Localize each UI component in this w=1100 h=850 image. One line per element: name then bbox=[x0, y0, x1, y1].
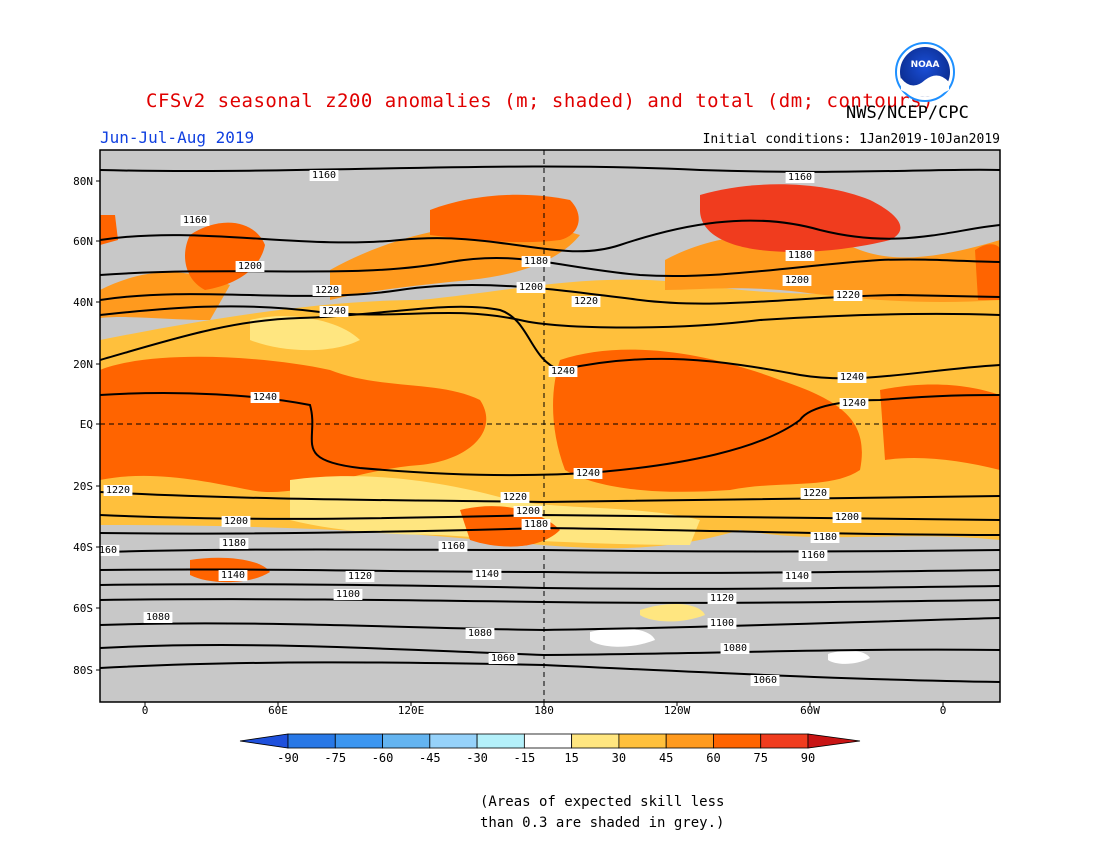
contour-label: 160 bbox=[99, 545, 117, 556]
map-title: CFSv2 seasonal z200 anomalies (m; shaded… bbox=[146, 90, 934, 112]
latitude-label: 60S bbox=[73, 602, 93, 615]
contour-label: 1240 bbox=[840, 372, 864, 383]
longitude-label: 180 bbox=[534, 704, 554, 717]
contour-label: 1100 bbox=[336, 589, 360, 600]
skill-note-line-1: (Areas of expected skill less bbox=[480, 794, 725, 810]
longitude-label: 60E bbox=[268, 704, 288, 717]
contour-label: 1180 bbox=[813, 532, 837, 543]
contour-label: 1120 bbox=[348, 571, 372, 582]
map-grid bbox=[100, 150, 1000, 702]
noaa-logo: NOAA bbox=[895, 42, 955, 102]
latitude-label: 40S bbox=[73, 541, 93, 554]
contour-label: 1160 bbox=[312, 170, 336, 181]
colorbar-swatch bbox=[476, 733, 525, 749]
skill-note: (Areas of expected skill less than 0.3 a… bbox=[480, 792, 724, 834]
latitude-label: 20S bbox=[73, 480, 93, 493]
contour-label: 1060 bbox=[753, 675, 777, 686]
contour-label: 1160 bbox=[183, 215, 207, 226]
colorbar-swatch bbox=[382, 733, 431, 749]
colorbar: -90 -75 -60 -45 -30 -15 15 30 45 60 75 90 bbox=[239, 733, 861, 765]
colorbar-tick-label: -75 bbox=[324, 751, 346, 765]
contour-label: 1240 bbox=[576, 468, 600, 479]
contour-label: 1180 bbox=[788, 250, 812, 261]
contour-label: 1080 bbox=[723, 643, 747, 654]
colorbar-right-arrow bbox=[807, 733, 861, 749]
contour-label: 1080 bbox=[468, 628, 492, 639]
contour-label: 1240 bbox=[253, 392, 277, 403]
contour-label: 1080 bbox=[146, 612, 170, 623]
skill-note-line-2: than 0.3 are shaded in grey.) bbox=[480, 815, 725, 831]
contour-label: 1160 bbox=[788, 172, 812, 183]
contour-label: 1240 bbox=[322, 306, 346, 317]
contour-label: 1180 bbox=[524, 519, 548, 530]
colorbar-left-arrow bbox=[239, 733, 289, 749]
latitude-label: 40N bbox=[73, 296, 93, 309]
colorbar-tick-label: 75 bbox=[754, 751, 768, 765]
colorbar-swatch bbox=[713, 733, 762, 749]
contour-label: 1220 bbox=[803, 488, 827, 499]
contour-label: 1200 bbox=[516, 506, 540, 517]
colorbar-tick-label: 45 bbox=[659, 751, 673, 765]
colorbar-swatch bbox=[429, 733, 478, 749]
longitude-labels: 0 60E 120E 180 120W 60W 0 bbox=[142, 702, 947, 717]
longitude-label: 120E bbox=[398, 704, 425, 717]
colorbar-swatch bbox=[665, 733, 714, 749]
colorbar-tick-label: -90 bbox=[277, 751, 299, 765]
contour-label: 1240 bbox=[551, 366, 575, 377]
colorbar-swatch bbox=[334, 733, 383, 749]
contour-label: 1200 bbox=[835, 512, 859, 523]
anomaly-shading bbox=[100, 150, 1000, 702]
contour-label: 1220 bbox=[503, 492, 527, 503]
contour-label: 1160 bbox=[801, 550, 825, 561]
contour-label: 1200 bbox=[224, 516, 248, 527]
longitude-label: 60W bbox=[800, 704, 820, 717]
longitude-label: 0 bbox=[142, 704, 149, 717]
colorbar-tick-label: -45 bbox=[419, 751, 441, 765]
longitude-label: 120W bbox=[664, 704, 691, 717]
contour-label: 1220 bbox=[836, 290, 860, 301]
colorbar-swatch bbox=[618, 733, 667, 749]
contour-labels: 1160 1160 1160 1200 1220 1240 1180 1200 1220 1180… bbox=[96, 170, 869, 686]
contour-label: 1200 bbox=[238, 261, 262, 272]
contour-label: 1180 bbox=[222, 538, 246, 549]
agency-label: NWS/NCEP/CPC bbox=[846, 103, 969, 123]
latitude-label: 80S bbox=[73, 664, 93, 677]
contour-label: 1200 bbox=[785, 275, 809, 286]
colorbar-swatch bbox=[760, 733, 809, 749]
latitude-label: 60N bbox=[73, 235, 93, 248]
latitude-label: 80N bbox=[73, 175, 93, 188]
contour-label: 1100 bbox=[710, 618, 734, 629]
colorbar-tick-label: 30 bbox=[612, 751, 626, 765]
contour-label: 1140 bbox=[221, 570, 245, 581]
longitude-label: 0 bbox=[940, 704, 947, 717]
colorbar-tick-label: 15 bbox=[564, 751, 578, 765]
colorbar-tick-label: -30 bbox=[466, 751, 488, 765]
contour-label: 1160 bbox=[441, 541, 465, 552]
forecast-period: Jun-Jul-Aug 2019 bbox=[100, 128, 255, 147]
latitude-label: EQ bbox=[80, 418, 93, 431]
contour-label: 1220 bbox=[315, 285, 339, 296]
noaa-logo-text: NOAA bbox=[911, 60, 940, 70]
latitude-labels: 80N 60N 40N 20N EQ 20S 40S 60S 80S bbox=[73, 175, 100, 677]
colorbar-swatch bbox=[287, 733, 336, 749]
contour-label: 1060 bbox=[491, 653, 515, 664]
contour-label: 1200 bbox=[519, 282, 543, 293]
contour-label: 1220 bbox=[106, 485, 130, 496]
colorbar-tick-label: 60 bbox=[706, 751, 720, 765]
colorbar-tick-label: -15 bbox=[514, 751, 536, 765]
contour-label: 1120 bbox=[710, 593, 734, 604]
map-frame bbox=[99, 149, 1001, 703]
colorbar-tick-label: 90 bbox=[801, 751, 815, 765]
colorbar-swatch bbox=[571, 733, 620, 749]
latitude-label: 20N bbox=[73, 358, 93, 371]
contour-label: 1140 bbox=[475, 569, 499, 580]
contour-label: 1240 bbox=[842, 398, 866, 409]
contour-label: 1140 bbox=[785, 571, 809, 582]
contour-label: 1180 bbox=[524, 256, 548, 267]
initial-conditions: Initial conditions: 1Jan2019-10Jan2019 bbox=[702, 132, 1000, 147]
contour-label: 1220 bbox=[574, 296, 598, 307]
colorbar-swatch bbox=[523, 733, 573, 749]
colorbar-tick-label: -60 bbox=[372, 751, 394, 765]
